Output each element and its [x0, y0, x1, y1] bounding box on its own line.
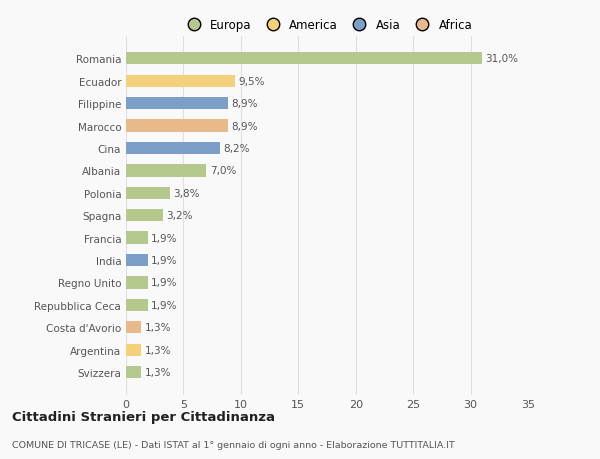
- Bar: [126, 277, 148, 289]
- Text: 1,3%: 1,3%: [145, 367, 171, 377]
- Bar: [126, 254, 148, 267]
- Text: 1,9%: 1,9%: [151, 278, 178, 288]
- Text: COMUNE DI TRICASE (LE) - Dati ISTAT al 1° gennaio di ogni anno - Elaborazione TU: COMUNE DI TRICASE (LE) - Dati ISTAT al 1…: [12, 441, 455, 449]
- Text: 3,8%: 3,8%: [173, 188, 200, 198]
- Text: 7,0%: 7,0%: [210, 166, 236, 176]
- Text: 8,9%: 8,9%: [232, 121, 258, 131]
- Bar: [126, 299, 148, 311]
- Bar: [126, 366, 141, 379]
- Bar: [126, 142, 220, 155]
- Bar: [126, 210, 163, 222]
- Bar: [126, 232, 148, 244]
- Bar: [126, 98, 228, 110]
- Legend: Europa, America, Asia, Africa: Europa, America, Asia, Africa: [177, 14, 477, 36]
- Bar: [126, 75, 235, 88]
- Text: 1,3%: 1,3%: [145, 345, 171, 355]
- Text: Cittadini Stranieri per Cittadinanza: Cittadini Stranieri per Cittadinanza: [12, 410, 275, 423]
- Bar: [126, 165, 206, 177]
- Bar: [126, 321, 141, 334]
- Bar: [126, 53, 482, 65]
- Text: 31,0%: 31,0%: [485, 54, 518, 64]
- Text: 1,9%: 1,9%: [151, 300, 178, 310]
- Text: 1,3%: 1,3%: [145, 323, 171, 333]
- Text: 3,2%: 3,2%: [166, 211, 193, 221]
- Text: 9,5%: 9,5%: [239, 77, 265, 86]
- Text: 8,2%: 8,2%: [224, 144, 250, 154]
- Bar: [126, 344, 141, 356]
- Text: 1,9%: 1,9%: [151, 256, 178, 265]
- Text: 8,9%: 8,9%: [232, 99, 258, 109]
- Text: 1,9%: 1,9%: [151, 233, 178, 243]
- Bar: [126, 120, 228, 132]
- Bar: [126, 187, 170, 200]
